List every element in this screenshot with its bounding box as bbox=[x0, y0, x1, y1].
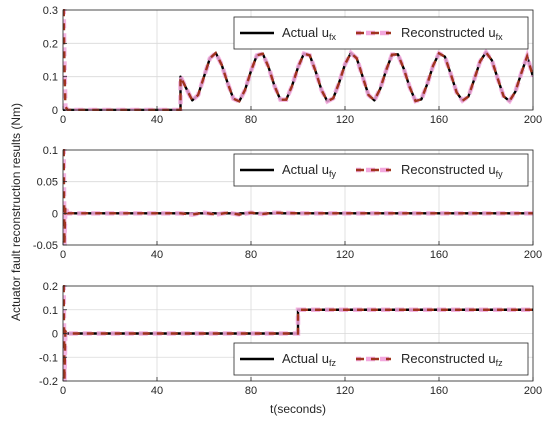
legend: Actual ufy Reconstructed ufy bbox=[233, 153, 529, 187]
y-tick-label: -0.05 bbox=[33, 240, 58, 252]
y-tick-label: -0.1 bbox=[39, 352, 58, 364]
x-tick-label: 160 bbox=[430, 114, 448, 126]
x-tick-label: 0 bbox=[60, 385, 66, 397]
series-group bbox=[63, 285, 533, 382]
x-tick-label: 0 bbox=[60, 114, 66, 126]
legend-label-reconstructed: Reconstructed ufz bbox=[401, 351, 503, 368]
y-tick-label: 0.1 bbox=[43, 145, 58, 157]
subplot-container: 0 40 80 120 160 200 0 0.1 0.2 0.3 Actual ufx Recons… bbox=[33, 5, 542, 397]
y-tick-label: 0 bbox=[52, 329, 58, 341]
legend-label-reconstructed: Reconstructed ufx bbox=[401, 25, 503, 42]
x-tick-label: 120 bbox=[336, 249, 354, 261]
legend-subscript: fz bbox=[496, 358, 504, 368]
axes-frame bbox=[62, 9, 534, 111]
x-axis-label: t(seconds) bbox=[270, 402, 326, 416]
y-tick-label: 0 bbox=[52, 105, 58, 117]
x-tick-label: 120 bbox=[336, 385, 354, 397]
x-tick-label: 80 bbox=[245, 114, 257, 126]
x-tick-label: 120 bbox=[336, 114, 354, 126]
y-tick-label: 0.1 bbox=[43, 305, 58, 317]
y-axis-label: Actuator fault reconstruction results (N… bbox=[9, 103, 23, 321]
y-tick-label: 0 bbox=[52, 208, 58, 220]
y-tick-label: -0.2 bbox=[39, 376, 58, 388]
y-tick-label: 0.1 bbox=[43, 72, 58, 84]
x-tick-label: 160 bbox=[430, 385, 448, 397]
x-tick-label: 200 bbox=[524, 385, 542, 397]
series-line-reconstructed-band bbox=[63, 9, 533, 111]
x-tick-label: 40 bbox=[151, 249, 163, 261]
axes-frame bbox=[62, 149, 534, 246]
x-tick-label: 200 bbox=[524, 249, 542, 261]
legend-box bbox=[233, 16, 529, 50]
legend-subscript: fx bbox=[329, 32, 337, 42]
series-group bbox=[63, 149, 533, 246]
legend: Actual ufx Reconstructed ufx bbox=[233, 16, 529, 50]
legend-label-actual: Actual ufz bbox=[282, 351, 336, 368]
x-tick-label: 40 bbox=[151, 114, 163, 126]
x-tick-label: 80 bbox=[245, 249, 257, 261]
legend-subscript: fx bbox=[496, 32, 504, 42]
y-tick-label: 0.2 bbox=[43, 38, 58, 50]
y-tick-label: 0.05 bbox=[37, 177, 58, 189]
subplot-u-fz: 0 40 80 120 160 200 -0.2 -0.1 0 0.1 0.2 Actual ufz R… bbox=[39, 281, 542, 397]
series-line-reconstructed bbox=[63, 285, 533, 382]
x-tick-label: 80 bbox=[245, 385, 257, 397]
legend-subscript: fz bbox=[329, 358, 337, 368]
subplot-u-fx: 0 40 80 120 160 200 0 0.1 0.2 0.3 Actual ufx Recons… bbox=[43, 5, 542, 126]
x-tick-label: 0 bbox=[60, 249, 66, 261]
legend-label-actual: Actual ufx bbox=[282, 25, 336, 42]
x-tick-label: 160 bbox=[430, 249, 448, 261]
series-line-reconstructed bbox=[63, 9, 533, 111]
legend-subscript: fy bbox=[329, 169, 337, 179]
series-line-reconstructed bbox=[63, 149, 533, 246]
y-tick-label: 0.2 bbox=[43, 281, 58, 293]
x-tick-label: 200 bbox=[524, 114, 542, 126]
legend-label-reconstructed: Reconstructed ufy bbox=[401, 162, 503, 179]
legend-label-actual: Actual ufy bbox=[282, 162, 336, 179]
legend-subscript: fy bbox=[496, 169, 504, 179]
legend: Actual ufz Reconstructed ufz bbox=[233, 342, 529, 376]
series-group bbox=[63, 9, 533, 111]
x-tick-label: 40 bbox=[151, 385, 163, 397]
y-tick-label: 0.3 bbox=[43, 5, 58, 17]
